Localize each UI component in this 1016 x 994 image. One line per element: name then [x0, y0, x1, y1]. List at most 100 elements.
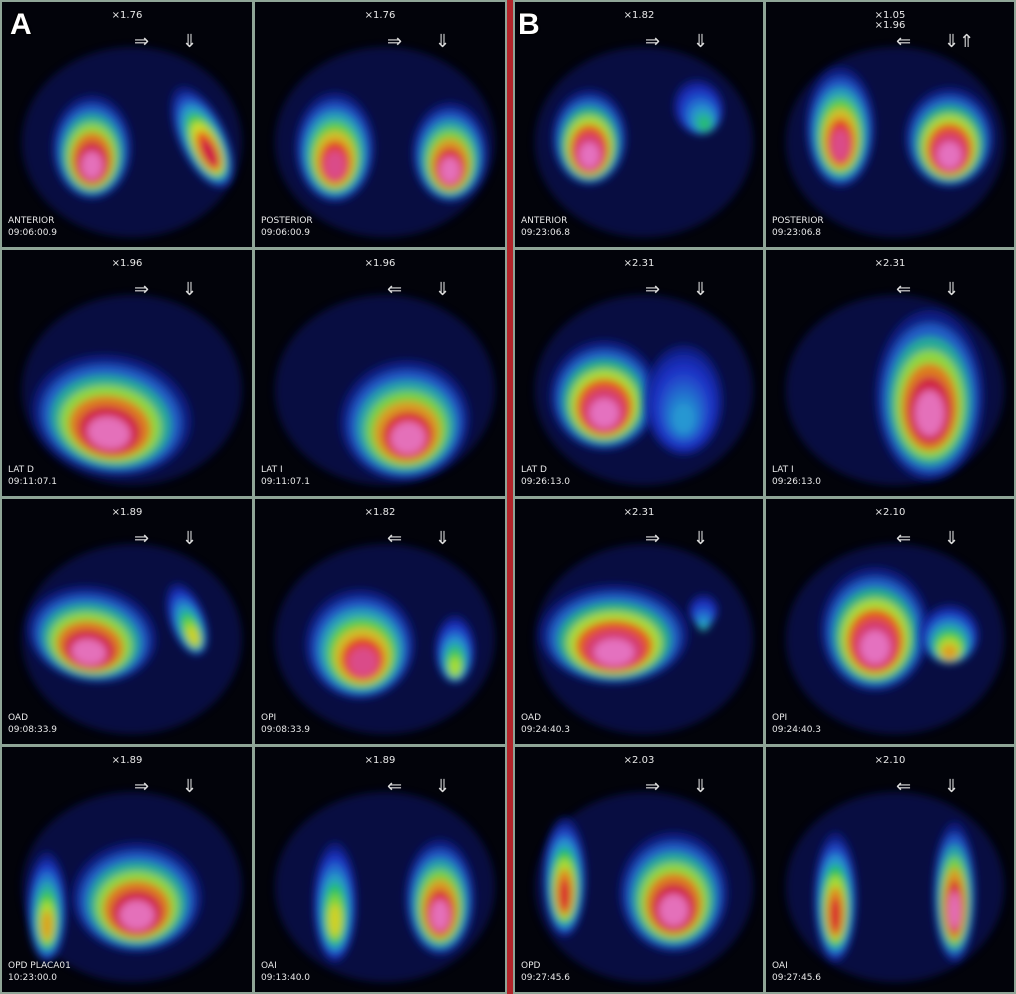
view-label: OAI 09:13:40.0	[261, 960, 310, 984]
scan-tile: ×2.10 ⇐ ⇓ OPI 09:24:40.3	[766, 498, 1014, 744]
horizontal-arrow-icon: ⇐	[896, 527, 912, 548]
vertical-arrow-icon: ⇓	[435, 527, 451, 548]
lung-uptake-region	[539, 583, 689, 684]
acquisition-time: 09:06:00.9	[8, 228, 58, 239]
panel-a: ×1.76 ⇒ ⇓ ANTERIOR 09:06:00.9 ×1.76 ⇒ ⇓ POSTERIO…	[0, 0, 507, 994]
orientation-arrows: ⇒ ⇓	[134, 32, 204, 56]
scan-tile: ×2.10 ⇐ ⇓ OAI 09:27:45.6	[766, 746, 1014, 992]
view-label: OAD 09:24:40.3	[521, 712, 570, 736]
acquisition-time: 09:08:33.9	[261, 724, 311, 735]
view-name: OAI	[261, 961, 277, 971]
zoom-factor: ×2.10	[874, 754, 906, 766]
orientation-arrows: ⇒ ⇓	[645, 32, 715, 56]
vertical-arrow-icon: ⇓	[182, 775, 198, 796]
zoom-factor: ×1.89	[111, 506, 143, 518]
horizontal-arrow-icon: ⇒	[645, 527, 661, 548]
acquisition-time: 09:23:06.8	[521, 228, 571, 239]
acquisition-time: 10:23:00.0	[8, 973, 58, 983]
view-label: OPD PLACA01 10:23:00.0	[8, 960, 71, 984]
orientation-arrows: ⇐ ⇓	[896, 529, 966, 553]
acquisition-time: 09:26:13.0	[772, 476, 822, 487]
vertical-arrow-icon: ⇓	[435, 775, 451, 796]
lung-uptake-region	[32, 354, 192, 477]
vertical-arrow-icon: ⇓	[435, 31, 451, 51]
lung-uptake-region	[932, 821, 977, 962]
zoom-factor: ×2.31	[623, 258, 655, 270]
view-label: ANTERIOR 09:23:06.8	[521, 215, 570, 239]
acquisition-time: 09:11:07.1	[8, 476, 58, 487]
acquisition-time: 09:08:33.9	[8, 724, 58, 735]
horizontal-arrow-icon: ⇒	[134, 31, 150, 51]
scan-tile: ×2.03 ⇒ ⇓ OPD 09:27:45.6	[515, 746, 763, 992]
lung-uptake-region	[435, 614, 475, 683]
scan-tile: ×1.76 ⇒ ⇓ POSTERIOR 09:06:00.9	[255, 2, 505, 248]
orientation-arrows: ⇒ ⇓	[645, 777, 715, 801]
scintigraphy-image	[785, 47, 1005, 238]
horizontal-arrow-icon: ⇐	[896, 279, 912, 300]
panel-letter-a: A	[10, 8, 32, 41]
lung-uptake-region	[313, 841, 357, 962]
lung-uptake-region	[813, 831, 858, 962]
acquisition-time: 09:24:40.3	[521, 724, 571, 735]
lung-uptake-region	[551, 89, 628, 186]
view-name: OPD	[521, 961, 541, 971]
lung-uptake-region	[27, 584, 157, 683]
zoom-factor: ×2.10	[874, 506, 906, 518]
orientation-arrows: ⇐ ⇓⇑	[896, 32, 974, 56]
orientation-arrows: ⇒ ⇓	[387, 32, 457, 56]
vertical-arrow-icon: ⇓	[693, 279, 709, 300]
scintigraphy-image	[534, 791, 754, 982]
zoom-factor: ×1.82	[623, 10, 655, 21]
view-label: OAD 09:08:33.9	[8, 712, 57, 736]
view-label: LAT I 09:26:13.0	[772, 464, 821, 488]
zoom-factor: ×1.76	[111, 10, 143, 21]
scan-tile: ×2.31 ⇒ ⇓ OAD 09:24:40.3	[515, 498, 763, 744]
orientation-arrows: ⇐ ⇓	[896, 777, 966, 801]
lung-uptake-region	[673, 79, 724, 135]
view-name: OPI	[261, 712, 277, 723]
lung-uptake-region	[619, 831, 729, 952]
view-name: ANTERIOR	[8, 216, 55, 227]
scintigraphy-image	[275, 47, 495, 238]
horizontal-arrow-icon: ⇒	[134, 279, 150, 300]
scintigraphy-image	[785, 543, 1005, 734]
view-label: LAT D 09:11:07.1	[8, 464, 57, 488]
scintigraphy-image	[22, 791, 242, 982]
scintigraphy-image	[22, 47, 242, 238]
lung-uptake-region	[919, 603, 980, 664]
scan-tile: ×1.96 ⇒ ⇓ LAT D 09:11:07.1	[2, 250, 252, 496]
acquisition-time: 09:27:45.6	[772, 973, 822, 983]
horizontal-arrow-icon: ⇐	[387, 775, 403, 796]
scan-tile: ×2.31 ⇒ ⇓ LAT D 09:26:13.0	[515, 250, 763, 496]
horizontal-arrow-icon: ⇐	[387, 527, 403, 548]
lung-uptake-region	[340, 360, 470, 481]
view-name: LAT D	[8, 464, 34, 475]
acquisition-time: 09:11:07.1	[261, 476, 311, 487]
view-name: OAD	[8, 712, 29, 723]
scan-tile: ×1.89 ⇒ ⇓ OPD PLACA01 10:23:00.0	[2, 746, 252, 992]
view-label: OPI 09:08:33.9	[261, 712, 310, 736]
lung-uptake-region	[688, 593, 719, 631]
view-name: OPI	[772, 712, 788, 723]
view-label: POSTERIOR 09:06:00.9	[261, 215, 313, 239]
scintigraphy-image	[22, 295, 242, 486]
lung-uptake-region	[165, 582, 209, 655]
zoom-factor: ×1.05	[874, 10, 906, 21]
horizontal-arrow-icon: ⇒	[645, 775, 661, 796]
lung-uptake-region	[412, 102, 488, 203]
view-name: LAT I	[261, 464, 283, 475]
scintigraphy-image	[275, 543, 495, 734]
scintigraphy-image	[22, 543, 242, 734]
zoom-factor: ×1.89	[364, 754, 396, 766]
orientation-arrows: ⇒ ⇓	[134, 280, 204, 304]
lung-uptake-region	[170, 86, 234, 189]
scintigraphy-image	[785, 295, 1005, 486]
scintigraphy-image	[534, 295, 754, 486]
zoom-factor: ×1.89	[111, 754, 143, 766]
vertical-arrow-icon: ⇓	[182, 31, 198, 51]
vertical-arrow-icon: ⇓	[944, 775, 960, 796]
scan-tile: ×1.05 ×1.96 ⇐ ⇓⇑ POSTERIOR 09:23:06.8	[766, 2, 1014, 248]
lung-uptake-region	[52, 95, 132, 200]
view-name: OAI	[772, 961, 788, 971]
view-name: POSTERIOR	[261, 216, 313, 227]
